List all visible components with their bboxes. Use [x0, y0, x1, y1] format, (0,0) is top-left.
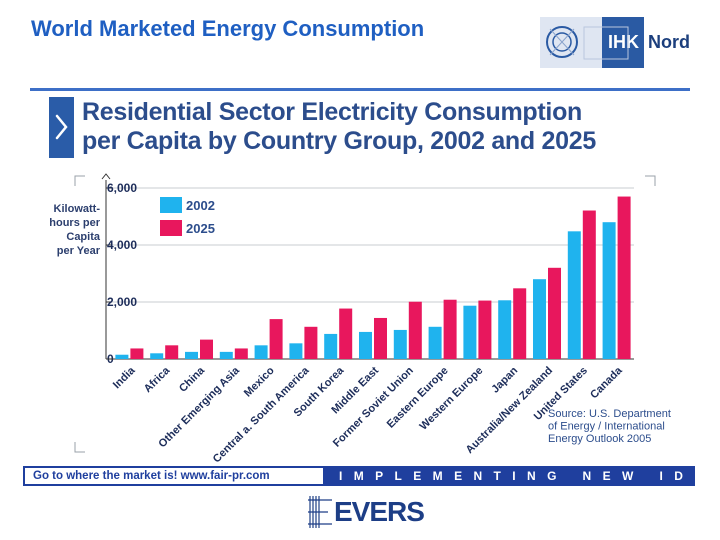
bar-2025 — [617, 196, 631, 359]
bar-2002 — [289, 343, 303, 359]
y-tick-label: 6,000 — [107, 181, 137, 195]
bar-2025 — [339, 308, 353, 359]
frame-corner — [74, 175, 85, 186]
bar-2002 — [463, 305, 477, 359]
legend-swatch-2025 — [160, 220, 182, 236]
bar-2025 — [513, 288, 527, 359]
bar-2025 — [234, 348, 248, 359]
seal-icon — [540, 17, 629, 68]
x-tick-label: Western Europe — [418, 365, 486, 433]
footer-slogan: IMPLEMENTING NEW IDEAS — [323, 468, 693, 484]
x-tick-label: Canada — [588, 364, 625, 401]
bar-2002 — [393, 329, 407, 359]
bar-2002 — [428, 326, 442, 359]
bar-2025 — [130, 348, 144, 359]
source-note: Energy Outlook 2005 — [548, 433, 651, 445]
frame-corner — [74, 442, 85, 453]
bar-2002 — [567, 231, 581, 359]
bar-2002 — [533, 279, 546, 359]
ihk-nord-logo: IHK Nord — [540, 17, 690, 68]
evers-mark-icon — [306, 494, 334, 530]
chevron-right-icon — [49, 97, 74, 158]
y-axis-label: per Year — [57, 245, 101, 257]
source-note: of Energy / International — [548, 421, 665, 433]
x-tick-label: Japan — [489, 364, 520, 395]
x-tick-label: China — [177, 364, 208, 395]
bar-2002 — [498, 300, 512, 359]
bar-2025 — [304, 326, 318, 359]
y-axis-label: Kilowatt- — [54, 203, 101, 215]
bar-2002 — [185, 351, 198, 359]
bar-2002 — [602, 222, 616, 359]
legend-label: 2002 — [186, 198, 215, 213]
bar-2025 — [408, 301, 422, 359]
chart-title-line-2: per Capita by Country Group, 2002 and 20… — [82, 127, 596, 155]
evers-wordmark: EVERS — [334, 496, 425, 527]
bar-2025 — [443, 299, 457, 359]
header-divider — [30, 88, 690, 91]
chart-title: Residential Sector Electricity Consumpti… — [82, 98, 596, 156]
bar-2025 — [582, 210, 596, 359]
logo-nord: Nord — [648, 32, 690, 52]
bar-2002 — [150, 353, 164, 359]
x-tick-label: Mexico — [242, 364, 277, 399]
y-axis-label: hours per — [49, 217, 100, 229]
source-note: Source: U.S. Department — [548, 408, 671, 420]
y-axis-arrow — [101, 173, 111, 180]
footer-bar: Go to where the market is! www.fair-pr.c… — [23, 466, 695, 486]
x-tick-label: India — [111, 364, 138, 391]
bar-2025 — [269, 319, 283, 359]
bar-2002 — [324, 333, 338, 359]
frame-corner — [645, 175, 656, 186]
bar-2002 — [254, 345, 268, 359]
x-tick-label: Eastern Europe — [385, 365, 451, 431]
slide-title: World Marketed Energy Consumption — [31, 16, 425, 41]
y-axis-label: Capita — [66, 231, 101, 243]
footer-tagline: Go to where the market is! www.fair-pr.c… — [25, 468, 323, 484]
evers-logo: EVERS — [306, 494, 425, 530]
y-tick-label: 2,000 — [107, 295, 137, 309]
legend-swatch-2002 — [160, 197, 182, 213]
legend-label: 2025 — [186, 221, 215, 236]
bar-2025 — [200, 339, 213, 359]
bar-2025 — [548, 267, 561, 359]
bar-2002 — [115, 354, 129, 359]
x-tick-label: Africa — [142, 364, 173, 395]
bar-2025 — [478, 300, 492, 359]
bar-2025 — [374, 317, 387, 359]
chart-title-line-1: Residential Sector Electricity Consumpti… — [82, 98, 583, 126]
y-tick-label: 4,000 — [107, 238, 137, 252]
bar-2002 — [219, 351, 233, 359]
bar-2025 — [165, 345, 179, 359]
bar-2002 — [359, 331, 372, 359]
